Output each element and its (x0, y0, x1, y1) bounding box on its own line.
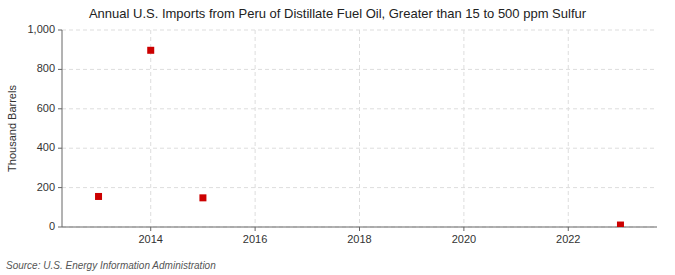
y-tick (58, 148, 62, 149)
x-tick (568, 227, 569, 231)
y-axis-label: Thousand Barrels (6, 85, 18, 172)
x-grid-line (359, 30, 360, 227)
x-grid-line (255, 30, 256, 227)
y-tick-label: 600 (37, 102, 55, 114)
x-tick-label: 2018 (347, 233, 371, 245)
y-tick (58, 187, 62, 188)
point (95, 193, 102, 200)
point (199, 194, 206, 201)
x-grid-line (463, 30, 464, 227)
y-tick-label: 800 (37, 62, 55, 74)
x-grid-line (150, 30, 151, 227)
chart: 0 200 400 600 800 1,000 2014 2016 2018 2020 2022 An… (0, 0, 675, 275)
y-tick-label: 1,000 (27, 23, 55, 35)
x-tick (150, 227, 151, 231)
x-tick-label: 2016 (243, 233, 267, 245)
y-tick-label: 0 (49, 220, 55, 232)
x-tick (463, 227, 464, 231)
y-grid-line (62, 148, 657, 149)
grid (62, 30, 657, 227)
y-grid-line (62, 69, 657, 70)
y-axis-line (62, 30, 63, 227)
x-tick-label: 2020 (452, 233, 476, 245)
points (95, 47, 624, 227)
x-grid-line (568, 30, 569, 227)
y-tick-label: 200 (37, 181, 55, 193)
x-tick (255, 227, 256, 231)
y-tick-label: 400 (37, 141, 55, 153)
y-tick (58, 108, 62, 109)
point (617, 222, 624, 227)
x-tick (359, 227, 360, 231)
source: Source: U.S. Energy Information Administ… (6, 260, 216, 271)
y-tick (58, 227, 62, 228)
title: Annual U.S. Imports from Peru of Distill… (89, 6, 587, 21)
x-tick-label: 2022 (556, 233, 580, 245)
x-tick-label: 2014 (138, 233, 162, 245)
point (147, 47, 154, 54)
y-tick (58, 69, 62, 70)
y-tick (58, 30, 62, 31)
